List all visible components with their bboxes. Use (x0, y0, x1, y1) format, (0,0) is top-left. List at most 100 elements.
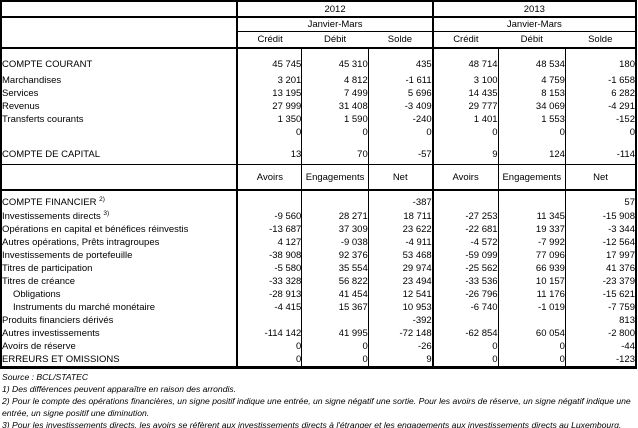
value-cell: 56 822 (301, 275, 369, 288)
value-cell: 0 (236, 126, 302, 139)
value-cell: 124 (497, 139, 566, 165)
corner-cell (1, 1, 238, 18)
value-cell: 18 711 (367, 210, 433, 223)
value-cell: 48 534 (497, 48, 566, 74)
row-label: Instruments du marché monétaire (13, 302, 156, 313)
value-cell: 0 (236, 353, 302, 368)
value-cell: 0 (431, 126, 499, 139)
engagements-2012-header: Engagements (301, 164, 369, 191)
value-cell: -387 (367, 190, 433, 210)
value-cell: -9 038 (301, 236, 369, 249)
value-cell: 1 350 (236, 113, 302, 126)
row-label: Autres opérations, Prêts intragroupes (2, 237, 160, 248)
year-2012-header: 2012 (236, 1, 433, 18)
value-cell: 435 (367, 48, 433, 74)
value-cell: 45 745 (236, 48, 302, 74)
value-cell: 3 201 (236, 74, 302, 87)
value-cell: 15 367 (301, 301, 369, 314)
debit-2012-header: Débit (301, 31, 369, 49)
row-label: Produits financiers dérivés (2, 315, 114, 326)
value-cell: -13 687 (236, 223, 302, 236)
value-cell: 23 494 (367, 275, 433, 288)
value-cell: 9 (367, 353, 433, 368)
solde-2012-header: Solde (368, 31, 433, 49)
row-label: COMPTE DE CAPITAL (1, 139, 238, 165)
avoirs-2013-header: Avoirs (431, 164, 499, 191)
table-header: 2012 2013 Janvier-Mars Janvier-Mars Créd… (1, 1, 636, 49)
balance-of-payments-table: 2012 2013 Janvier-Mars Janvier-Mars Créd… (0, 0, 637, 369)
value-cell: 29 974 (367, 262, 433, 275)
value-cell: -38 908 (236, 249, 302, 262)
value-cell: -23 379 (564, 275, 636, 288)
value-cell: -72 148 (367, 327, 433, 340)
value-cell: -1 019 (497, 301, 566, 314)
value-cell: 19 337 (497, 223, 566, 236)
value-cell: -22 681 (431, 223, 499, 236)
table-row: Investissements de portefeuille -38 908 92… (1, 249, 636, 262)
value-cell: 41 376 (564, 262, 636, 275)
value-cell: 60 054 (497, 327, 566, 340)
value-cell (301, 314, 369, 327)
value-cell: 1 401 (431, 113, 499, 126)
value-cell: 813 (564, 314, 636, 327)
table-row: Titres de créance -33 328 56 822 23 494 -33 … (1, 275, 636, 288)
value-cell: 66 939 (497, 262, 566, 275)
value-cell: 29 777 (431, 100, 499, 113)
period-2013-header: Janvier-Mars (431, 17, 636, 32)
footnote-3: 3) Pour les investissements directs, les… (2, 419, 622, 428)
value-cell: -240 (367, 113, 433, 126)
table-row: Transferts courants 1 350 1 590 -240 1 401 1 … (1, 113, 636, 126)
value-cell: -28 913 (236, 288, 302, 301)
table-row: Investissements directs 3) -9 560 28 271 18… (1, 210, 636, 223)
table-row: COMPTE COURANT 45 745 45 310 435 48 714 48 53… (1, 48, 636, 74)
credit-2012-header: Crédit (236, 31, 302, 49)
value-cell: -152 (564, 113, 636, 126)
table-row: COMPTE DE CAPITAL 13 70 -57 9 124 -114 (1, 139, 636, 165)
table-row: Opérations en capital et bénéfices réinv… (1, 223, 636, 236)
value-cell: 0 (497, 126, 566, 139)
value-cell (431, 314, 499, 327)
value-cell: 27 999 (236, 100, 302, 113)
footnote-reference: 2) (99, 195, 105, 203)
table-row: Produits financiers dérivés -392 813 (1, 314, 636, 327)
value-cell: 41 995 (301, 327, 369, 340)
value-cell: 0 (497, 353, 566, 368)
stock-columns-header-row: Avoirs Engagements Net Avoirs Engagement… (1, 164, 636, 191)
row-label: Opérations en capital et bénéfices réinv… (2, 224, 189, 235)
value-cell: -27 253 (431, 210, 499, 223)
table-row: Titres de participation -5 580 35 554 29 97… (1, 262, 636, 275)
row-label: Investissements directs 3) (2, 210, 110, 222)
value-cell: 6 282 (564, 87, 636, 100)
footnote-1: 1) Des différences peuvent apparaître en… (2, 384, 237, 394)
engagements-2013-header: Engagements (497, 164, 566, 191)
value-cell: 14 435 (431, 87, 499, 100)
value-cell: 3 100 (431, 74, 499, 87)
footnote-2: 2) Pour le compte des opérations financi… (2, 396, 631, 418)
row-label: Services (2, 88, 39, 99)
table-row: COMPTE FINANCIER 2) -387 57 (1, 190, 636, 210)
current-account-section: COMPTE COURANT 45 745 45 310 435 48 714 48 53… (1, 48, 636, 165)
value-cell: 13 195 (236, 87, 302, 100)
row-label: Avoirs de réserve (2, 341, 76, 352)
value-cell (497, 190, 566, 210)
value-cell: -4 291 (564, 100, 636, 113)
net-2013-header: Net (564, 164, 636, 191)
value-cell: 180 (564, 48, 636, 74)
value-cell: -7 759 (564, 301, 636, 314)
value-cell: 77 096 (497, 249, 566, 262)
flow-columns-header-row: Crédit Débit Solde Crédit Débit Solde (1, 31, 636, 49)
stock-columns-header-section: Avoirs Engagements Net Avoirs Engagement… (1, 164, 636, 191)
source-note: Source : BCL/STATEC (2, 372, 89, 382)
value-cell: -26 796 (431, 288, 499, 301)
debit-2013-header: Débit (498, 31, 566, 49)
value-cell: -15 621 (564, 288, 636, 301)
value-cell: 10 953 (367, 301, 433, 314)
table-row: Marchandises 3 201 4 812 -1 611 3 100 4 759 -1… (1, 74, 636, 87)
value-cell: -33 536 (431, 275, 499, 288)
row-label (1, 126, 237, 139)
value-cell: -3 344 (564, 223, 636, 236)
value-cell: 4 812 (301, 74, 369, 87)
credit-2013-header: Crédit (431, 31, 499, 49)
value-cell: 10 157 (497, 275, 566, 288)
